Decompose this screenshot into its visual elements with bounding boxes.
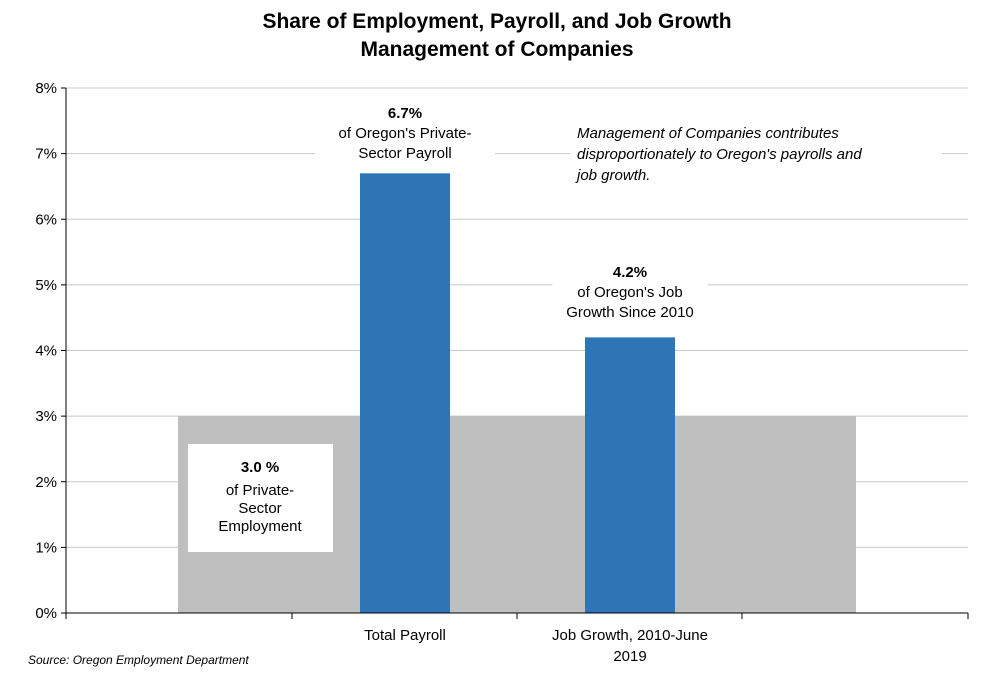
annotations: 6.7% of Oregon's Private- Sector Payroll 4.… bbox=[188, 103, 942, 552]
axes bbox=[65, 88, 969, 619]
note-text: disproportionately to Oregon's payrolls … bbox=[577, 146, 862, 163]
note-text: job growth. bbox=[575, 167, 650, 184]
x-tick-label: Total Payroll bbox=[364, 627, 446, 644]
chart-title: Share of Employment, Payroll, and Job Gr… bbox=[262, 10, 731, 33]
employment-label-bg bbox=[188, 444, 333, 552]
employment-desc-label: Employment bbox=[218, 518, 302, 535]
y-tick-label: 0% bbox=[35, 605, 57, 622]
growth-desc-label: of Oregon's Job bbox=[577, 284, 682, 301]
bar-total-payroll bbox=[360, 173, 450, 613]
payroll-desc-label: Sector Payroll bbox=[358, 145, 451, 162]
y-tick-label: 3% bbox=[35, 408, 57, 425]
source-note: Source: Oregon Employment Department bbox=[28, 653, 249, 667]
y-axis-labels: 0% 1% 2% 3% 4% 5% 6% 7% 8% bbox=[35, 80, 57, 622]
y-tick-label: 4% bbox=[35, 343, 57, 360]
payroll-value-label: 6.7% bbox=[388, 105, 422, 122]
x-tick-label: 2019 bbox=[613, 648, 646, 665]
y-tick-label: 8% bbox=[35, 80, 57, 97]
y-tick-label: 1% bbox=[35, 539, 57, 556]
bars bbox=[360, 173, 675, 613]
y-tick-label: 6% bbox=[35, 211, 57, 228]
bar-job-growth bbox=[585, 337, 675, 613]
employment-desc-label: Sector bbox=[238, 500, 281, 517]
employment-value-label: 3.0 % bbox=[241, 459, 279, 476]
growth-label-bg bbox=[552, 262, 708, 326]
x-axis-labels: Total Payroll Job Growth, 2010-June 2019 bbox=[364, 627, 708, 665]
y-tick-label: 7% bbox=[35, 146, 57, 163]
chart-subtitle: Management of Companies bbox=[360, 38, 633, 61]
growth-desc-label: Growth Since 2010 bbox=[566, 304, 694, 321]
note-text: Management of Companies contributes bbox=[577, 125, 839, 142]
growth-value-label: 4.2% bbox=[613, 264, 647, 281]
y-tick-label: 5% bbox=[35, 277, 57, 294]
payroll-desc-label: of Oregon's Private- bbox=[339, 125, 472, 142]
employment-desc-label: of Private- bbox=[226, 482, 294, 499]
note-bg bbox=[570, 122, 942, 188]
x-tick-label: Job Growth, 2010-June bbox=[552, 627, 708, 644]
y-tick-label: 2% bbox=[35, 474, 57, 491]
payroll-label-bg bbox=[315, 103, 495, 167]
